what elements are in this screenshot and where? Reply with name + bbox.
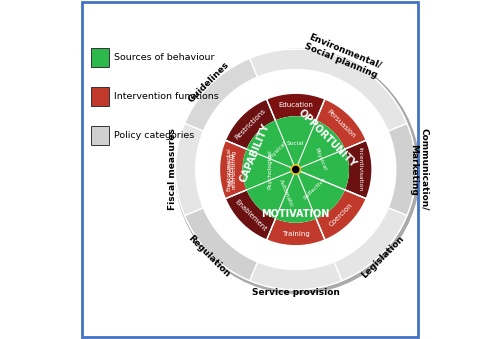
Polygon shape <box>220 140 247 199</box>
Text: Regulation: Regulation <box>186 234 232 279</box>
Polygon shape <box>220 140 247 199</box>
Text: CAPABILITY: CAPABILITY <box>238 122 272 183</box>
Text: Education: Education <box>278 102 313 108</box>
Polygon shape <box>176 123 204 216</box>
Polygon shape <box>266 93 325 121</box>
Text: Reflective: Reflective <box>302 176 326 200</box>
Text: Training: Training <box>282 231 310 237</box>
Polygon shape <box>316 99 366 149</box>
Polygon shape <box>247 121 296 170</box>
Text: Fiscal measures: Fiscal measures <box>168 128 177 211</box>
Text: Environmental
restructuring: Environmental restructuring <box>226 147 237 192</box>
Polygon shape <box>226 99 276 149</box>
Polygon shape <box>316 190 366 240</box>
Polygon shape <box>250 49 407 131</box>
Circle shape <box>243 117 348 222</box>
Polygon shape <box>334 208 407 281</box>
Text: Policy categories: Policy categories <box>114 131 194 140</box>
Text: Persuasion: Persuasion <box>326 108 357 139</box>
Polygon shape <box>344 140 372 199</box>
Text: Legislation: Legislation <box>360 234 406 280</box>
Text: Incentivisation: Incentivisation <box>358 147 362 192</box>
Text: Restrictions: Restrictions <box>234 107 267 141</box>
Text: MOTIVATION: MOTIVATION <box>262 208 330 219</box>
Bar <box>90 48 110 67</box>
Polygon shape <box>184 208 258 281</box>
Circle shape <box>176 49 420 293</box>
Text: Modelling: Modelling <box>228 153 234 186</box>
Text: Physical: Physical <box>313 147 327 172</box>
Text: Intervention functions: Intervention functions <box>114 92 219 101</box>
Polygon shape <box>388 123 416 216</box>
Polygon shape <box>296 121 348 190</box>
Text: Social: Social <box>287 141 304 146</box>
Text: Physical: Physical <box>267 141 287 161</box>
Text: Communication/
Marketing: Communication/ Marketing <box>409 128 428 211</box>
Text: Psychological: Psychological <box>267 149 272 190</box>
Text: Environmental/
Social planning: Environmental/ Social planning <box>303 32 382 80</box>
Polygon shape <box>296 170 344 218</box>
Circle shape <box>291 165 300 174</box>
Polygon shape <box>243 149 296 190</box>
Text: OPPORTUNITY: OPPORTUNITY <box>296 107 358 170</box>
Polygon shape <box>226 190 276 240</box>
Polygon shape <box>276 117 316 170</box>
Polygon shape <box>184 58 258 131</box>
Bar <box>90 87 110 106</box>
Polygon shape <box>266 218 325 246</box>
Text: Enablement: Enablement <box>233 198 267 232</box>
Circle shape <box>292 166 299 173</box>
Text: Service provision: Service provision <box>252 288 340 297</box>
Text: Sources of behaviour: Sources of behaviour <box>114 53 215 62</box>
Bar <box>90 126 110 145</box>
Text: Automatic: Automatic <box>278 179 294 208</box>
Circle shape <box>176 49 416 290</box>
Text: Coercion: Coercion <box>328 202 354 228</box>
Polygon shape <box>247 170 316 222</box>
Polygon shape <box>250 262 342 290</box>
Text: Guidelines: Guidelines <box>186 60 231 105</box>
